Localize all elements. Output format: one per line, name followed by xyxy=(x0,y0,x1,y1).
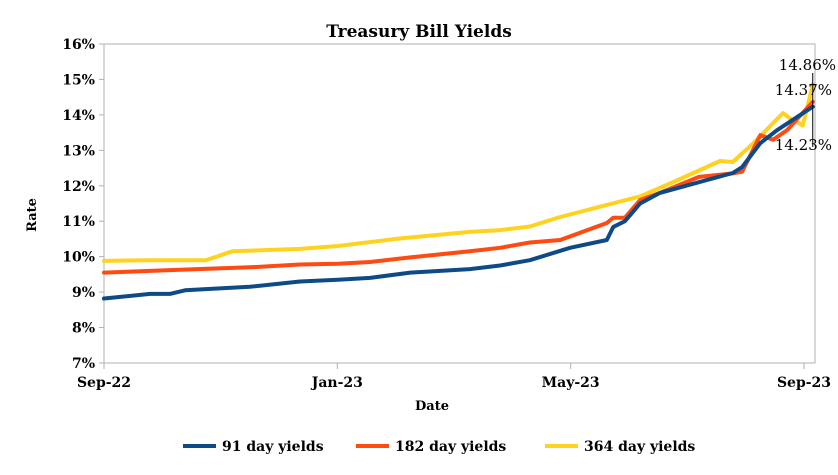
x-tick-label: Sep-23 xyxy=(777,375,831,391)
y-tick-label: 11% xyxy=(62,214,95,230)
x-tick-label: Jan-23 xyxy=(310,375,363,391)
y-axis-label: Rate xyxy=(25,198,40,232)
y-tick-label: 9% xyxy=(72,285,95,301)
y-tick-label: 10% xyxy=(62,250,95,266)
x-tick-label: Sep-22 xyxy=(77,375,131,391)
series-line-364-day xyxy=(102,82,815,263)
y-tick-label: 7% xyxy=(72,356,95,372)
y-tick-label: 14% xyxy=(62,108,95,124)
legend-label: 91 day yields xyxy=(222,439,324,455)
legend-label: 182 day yields xyxy=(395,439,506,455)
data-label: 14.37% xyxy=(775,81,832,99)
y-tick-label: 13% xyxy=(62,143,95,159)
y-tick-label: 8% xyxy=(72,321,95,337)
plot-area xyxy=(103,43,816,364)
series-line-91-day xyxy=(102,104,815,301)
legend-label: 364 day yields xyxy=(584,439,695,455)
legend-item: 182 day yields xyxy=(356,439,506,455)
legend-item: 91 day yields xyxy=(183,439,324,455)
series-line-182-day xyxy=(102,99,815,275)
legend-item: 364 day yields xyxy=(545,439,695,455)
y-tick-label: 15% xyxy=(62,72,95,88)
chart-title: Treasury Bill Yields xyxy=(326,22,512,42)
data-label: 14.86% xyxy=(779,56,836,74)
y-tick-label: 16% xyxy=(62,37,95,53)
y-tick-label: 12% xyxy=(62,179,95,195)
x-tick-label: May-23 xyxy=(542,375,600,391)
x-axis-label: Date xyxy=(415,399,449,414)
data-label: 14.23% xyxy=(775,136,832,154)
